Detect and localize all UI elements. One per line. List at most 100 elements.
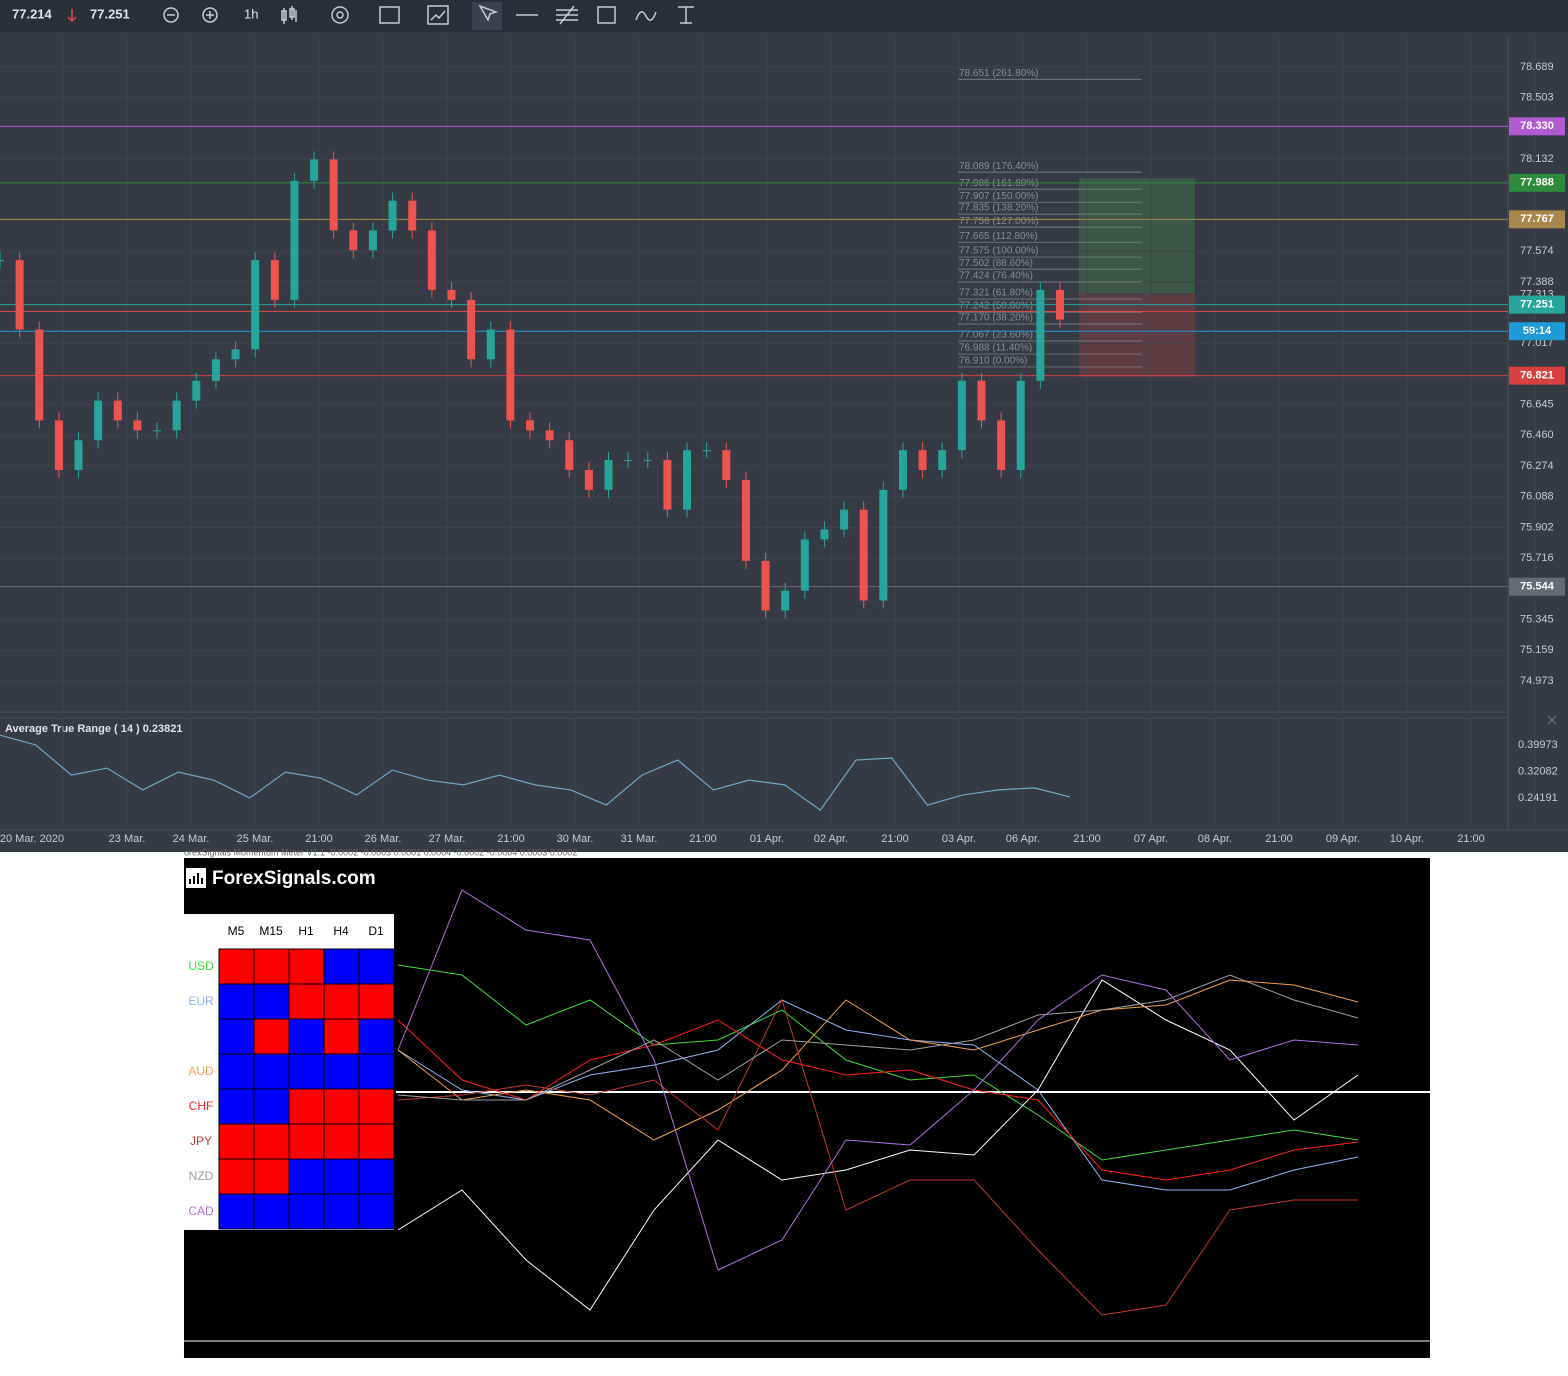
indicator-line — [430, 10, 446, 21]
atr-title: Average True Range ( 14 ) 0.23821 — [5, 723, 183, 735]
candle — [0, 260, 4, 262]
fib-label: 78.089 (176.40%) — [959, 161, 1039, 172]
candle — [388, 200, 397, 231]
ask-price: 77.251 — [90, 6, 130, 21]
price-tag-label: 78.330 — [1520, 120, 1554, 132]
x-tick-label: 21:00 — [305, 833, 333, 845]
price-tag-label: 77.767 — [1520, 213, 1554, 225]
candle — [74, 440, 83, 470]
heat-cell — [288, 1123, 325, 1160]
toolbar — [0, 0, 1568, 32]
heat-cell — [253, 983, 290, 1020]
momentum-x-label: 6 Apr 06:00 — [943, 1345, 989, 1355]
candle — [879, 489, 888, 601]
settings-core — [336, 11, 344, 19]
template-icon[interactable] — [379, 6, 400, 24]
y-tick-label: 77.574 — [1520, 245, 1554, 257]
candle — [565, 440, 574, 470]
price-tag — [1509, 577, 1565, 596]
candle — [349, 230, 358, 251]
text-icon[interactable] — [678, 6, 694, 24]
heat-cell — [288, 1053, 325, 1090]
heat-cell — [288, 948, 325, 985]
x-tick-label: 06 Apr. — [1006, 833, 1040, 845]
candle — [467, 299, 476, 360]
momentum-x-label: 6 Apr 14:00 — [1199, 1345, 1245, 1355]
heat-cell — [358, 1088, 395, 1125]
fib-icon[interactable] — [556, 5, 578, 25]
x-tick-label: 30 Mar. — [557, 833, 594, 845]
candle — [368, 230, 377, 251]
x-tick-label: 27 Mar. — [429, 833, 466, 845]
x-tick-label: 23 Mar. — [109, 833, 146, 845]
timeframe-label: H1 — [298, 924, 314, 938]
candle — [408, 200, 417, 231]
candle — [94, 400, 103, 441]
candle — [859, 509, 868, 601]
y-tick-label: 76.088 — [1520, 491, 1554, 503]
candle — [624, 460, 633, 462]
momentum-x-label: 3 Apr 22:00 — [687, 1345, 733, 1355]
fib-label: 77.756 (127.00%) — [959, 216, 1039, 227]
fib-label: 76.988 (11.40%) — [959, 343, 1032, 354]
heat-cell — [218, 1018, 255, 1055]
fib-label: 77.835 (138.20%) — [959, 203, 1039, 214]
fib-label: 77.424 (76.40%) — [959, 271, 1033, 282]
x-tick-label: 25 Mar. — [237, 833, 274, 845]
y-tick-label: 74.973 — [1520, 675, 1554, 687]
zoom-in[interactable] — [202, 7, 218, 23]
currency-label: NZD — [189, 1169, 214, 1183]
fib-label: 77.067 (23.60%) — [959, 330, 1033, 341]
candle — [35, 329, 44, 421]
currency-line — [397, 889, 1359, 1271]
candle — [113, 400, 122, 421]
atr-tick-label: 0.39973 — [1518, 739, 1558, 751]
candle — [1016, 380, 1025, 470]
heat-cell — [358, 1123, 395, 1160]
candle — [702, 450, 711, 452]
cursor-active[interactable] — [472, 2, 502, 30]
candle — [918, 450, 927, 470]
candle — [290, 180, 299, 300]
y-tick-label: 76.274 — [1520, 460, 1554, 472]
price-tag-label: 77.251 — [1520, 299, 1554, 311]
heat-cell — [288, 1193, 325, 1230]
x-tick-label: 10 Apr. — [1390, 833, 1424, 845]
zoom-out[interactable] — [163, 7, 179, 23]
candle-icon[interactable] — [281, 6, 297, 24]
candle — [683, 450, 692, 510]
currency-label: AUD — [188, 1064, 214, 1078]
heat-cell — [288, 1088, 325, 1125]
atr-line — [0, 734, 1071, 811]
fib-label: 77.575 (100.00%) — [959, 246, 1039, 257]
y-tick-label: 76.645 — [1520, 399, 1554, 411]
momentum-x-label: 3 Apr 08:00 — [239, 1345, 285, 1355]
close-pane[interactable] — [1547, 715, 1557, 725]
heat-cell — [323, 1193, 360, 1230]
candle — [840, 509, 849, 530]
x-tick-label: 31 Mar. — [621, 833, 658, 845]
fib-label: 78.651 (261.80%) — [959, 68, 1039, 79]
candle — [781, 590, 790, 611]
path-icon[interactable] — [635, 11, 657, 21]
rect-icon[interactable] — [597, 6, 616, 24]
price-tag — [1509, 366, 1565, 385]
settings-icon[interactable] — [331, 6, 349, 24]
indicator-icon[interactable] — [427, 5, 449, 25]
toolbar-icons[interactable] — [67, 2, 694, 30]
x-tick-label: 01 Apr. — [750, 833, 784, 845]
candle — [15, 260, 24, 330]
heat-cell — [358, 983, 395, 1020]
x-tick-label: 07 Apr. — [1134, 833, 1168, 845]
candle — [1036, 289, 1045, 381]
candle — [153, 430, 162, 432]
heat-cell — [323, 1123, 360, 1160]
heat-cell — [253, 948, 290, 985]
candle — [251, 260, 260, 350]
candle — [898, 450, 907, 490]
currency-label: EUR — [188, 994, 214, 1008]
timeframe[interactable]: 1h — [244, 6, 258, 21]
heat-cell — [218, 1193, 255, 1230]
